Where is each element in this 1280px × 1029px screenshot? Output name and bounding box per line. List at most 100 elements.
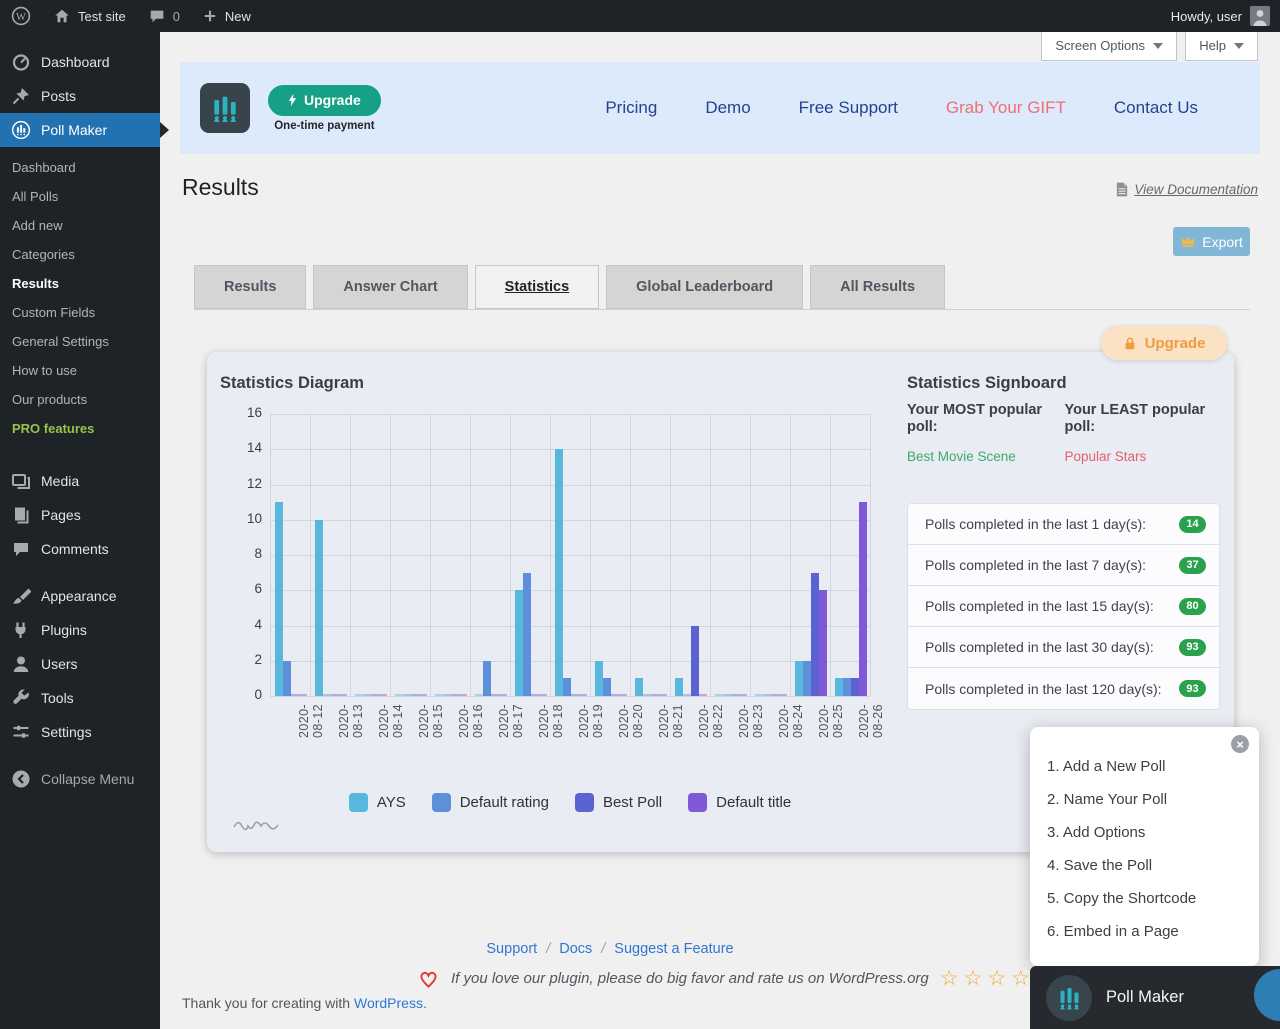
banner-link-pricing[interactable]: Pricing	[605, 98, 657, 118]
tab-statistics[interactable]: Statistics	[475, 265, 599, 309]
most-popular-value: Best Movie Scene	[907, 449, 1065, 464]
submenu-item-pro-features[interactable]: PRO features	[0, 414, 160, 443]
sidebar-item-dashboard[interactable]: Dashboard	[0, 45, 160, 79]
admin-bar-comments[interactable]: 0	[137, 0, 191, 32]
bar-ays-2020-08-19	[555, 449, 563, 696]
banner-link-contact-us[interactable]: Contact Us	[1114, 98, 1198, 118]
legend-swatch	[349, 793, 368, 812]
tab-all-results[interactable]: All Results	[810, 265, 945, 309]
submenu-item-all-polls[interactable]: All Polls	[0, 182, 160, 211]
y-axis-tick-label: 10	[222, 511, 262, 526]
screen-options-button[interactable]: Screen Options	[1041, 31, 1177, 61]
submenu-item-custom-fields[interactable]: Custom Fields	[0, 298, 160, 327]
bar-best-poll-2020-08-19	[571, 694, 579, 696]
y-axis-tick-label: 16	[222, 405, 262, 420]
collapse-menu-label: Collapse Menu	[41, 771, 134, 787]
star-icon[interactable]: ☆	[987, 966, 1006, 991]
bar-best-poll-2020-08-25	[811, 573, 819, 696]
poll-maker-submenu: DashboardAll PollsAdd newCategoriesResul…	[0, 147, 160, 451]
y-axis-tick-label: 12	[222, 476, 262, 491]
export-button[interactable]: Export	[1173, 227, 1250, 256]
gridline	[590, 414, 591, 696]
legend-item-default-title: Default title	[688, 793, 791, 812]
close-icon[interactable]: ×	[1231, 735, 1249, 753]
collapse-menu-button[interactable]: Collapse Menu	[0, 762, 160, 796]
bar-best-poll-2020-08-22	[691, 626, 699, 697]
one-time-payment-text: One-time payment	[274, 120, 374, 132]
submenu-item-how-to-use[interactable]: How to use	[0, 356, 160, 385]
star-icon[interactable]: ☆	[940, 966, 959, 991]
tab-global-leaderboard[interactable]: Global Leaderboard	[606, 265, 803, 309]
view-documentation-link[interactable]: View Documentation	[1116, 182, 1258, 197]
footer-link-suggest-a-feature[interactable]: Suggest a Feature	[614, 941, 733, 957]
menu-gap	[0, 566, 160, 579]
avatar[interactable]	[1250, 6, 1270, 26]
submenu-item-our-products[interactable]: Our products	[0, 385, 160, 414]
x-axis-tick-label: 2020-08-19	[577, 704, 605, 738]
bar-default-title-2020-08-13	[339, 694, 347, 696]
table-row: Polls completed in the last 120 day(s):9…	[908, 668, 1219, 709]
gridline	[430, 414, 431, 696]
media-icon	[11, 471, 31, 491]
star-icon[interactable]: ☆	[964, 966, 983, 991]
sidebar-item-label: Dashboard	[41, 54, 110, 70]
step-item: 6. Embed in a Page	[1047, 915, 1259, 948]
wordpress-link[interactable]: WordPress.	[354, 995, 427, 1011]
footer-links: Support/Docs/Suggest a Feature	[180, 941, 1040, 957]
banner-link-demo[interactable]: Demo	[705, 98, 750, 118]
submenu-item-add-new[interactable]: Add new	[0, 211, 160, 240]
statistics-bar-chart: 02468101214162020-08-122020-08-132020-08…	[270, 414, 870, 696]
tabs-underline	[194, 309, 1250, 310]
upgrade-label: Upgrade	[304, 92, 361, 108]
bar-ays-2020-08-17	[475, 694, 483, 696]
sidebar-item-poll-maker[interactable]: Poll Maker	[0, 113, 160, 147]
footer-link-support[interactable]: Support	[486, 941, 537, 957]
gridline	[270, 626, 870, 627]
submenu-item-dashboard[interactable]: Dashboard	[0, 153, 160, 182]
site-name-link[interactable]: Test site	[42, 0, 137, 32]
submenu-item-results[interactable]: Results	[0, 269, 160, 298]
sidebar-item-appearance[interactable]: Appearance	[0, 579, 160, 613]
polls-completed-label: Polls completed in the last 120 day(s):	[925, 681, 1162, 697]
x-axis-tick-label: 2020-08-13	[337, 704, 365, 738]
star-icon[interactable]: ☆	[1011, 966, 1030, 991]
sidebar-item-comments[interactable]: Comments	[0, 532, 160, 566]
page-title: Results	[182, 174, 259, 201]
table-row: Polls completed in the last 15 day(s):80	[908, 586, 1219, 627]
footer-link-docs[interactable]: Docs	[559, 941, 592, 957]
sidebar-item-posts[interactable]: Posts	[0, 79, 160, 113]
x-axis-tick-label: 2020-08-14	[377, 704, 405, 738]
submenu-item-general-settings[interactable]: General Settings	[0, 327, 160, 356]
sidebar-item-label: Pages	[41, 507, 81, 523]
tab-answer-chart[interactable]: Answer Chart	[313, 265, 467, 309]
step-item: 2. Name Your Poll	[1047, 783, 1259, 816]
sidebar-item-users[interactable]: Users	[0, 647, 160, 681]
polls-completed-label: Polls completed in the last 30 day(s):	[925, 639, 1154, 655]
comments-count: 0	[173, 9, 180, 24]
banner-link-grab-your-gift[interactable]: Grab Your GIFT	[946, 98, 1066, 118]
sidebar-item-tools[interactable]: Tools	[0, 681, 160, 715]
y-axis-tick-label: 0	[222, 687, 262, 702]
admin-bar-new-button[interactable]: New	[191, 0, 262, 32]
poll-maker-label: Poll Maker	[1106, 988, 1184, 1007]
bar-best-poll-2020-08-14	[371, 694, 379, 696]
submenu-item-categories[interactable]: Categories	[0, 240, 160, 269]
sidebar-item-media[interactable]: Media	[0, 464, 160, 498]
bar-best-poll-2020-08-18	[531, 694, 539, 696]
banner-link-free-support[interactable]: Free Support	[799, 98, 898, 118]
sidebar-item-pages[interactable]: Pages	[0, 498, 160, 532]
bar-default-rating-2020-08-23	[723, 694, 731, 696]
gridline	[270, 485, 870, 486]
sidebar-item-plugins[interactable]: Plugins	[0, 613, 160, 647]
sidebar-item-settings[interactable]: Settings	[0, 715, 160, 749]
gridline	[270, 414, 870, 415]
help-button[interactable]: Help	[1185, 31, 1258, 61]
bar-default-title-2020-08-21	[659, 694, 667, 696]
howdy-text[interactable]: Howdy, user	[1171, 9, 1242, 24]
gridline	[830, 414, 831, 696]
wordpress-logo-icon[interactable]: W	[0, 0, 42, 32]
upgrade-pill-button[interactable]: Upgrade	[1101, 326, 1227, 360]
upgrade-button[interactable]: Upgrade	[268, 85, 381, 116]
tab-results[interactable]: Results	[194, 265, 306, 309]
results-tabs: ResultsAnswer ChartStatisticsGlobal Lead…	[194, 265, 945, 309]
